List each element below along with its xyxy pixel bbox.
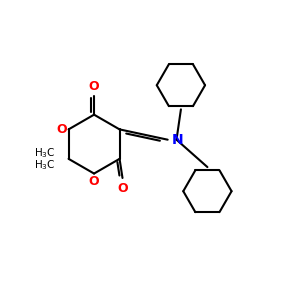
Text: O: O: [56, 123, 67, 136]
Text: H$_3$C: H$_3$C: [34, 158, 55, 172]
Text: H$_3$C: H$_3$C: [34, 147, 55, 160]
Text: N: N: [172, 133, 183, 147]
Text: O: O: [117, 182, 128, 194]
Text: O: O: [89, 80, 99, 94]
Text: O: O: [89, 175, 99, 188]
